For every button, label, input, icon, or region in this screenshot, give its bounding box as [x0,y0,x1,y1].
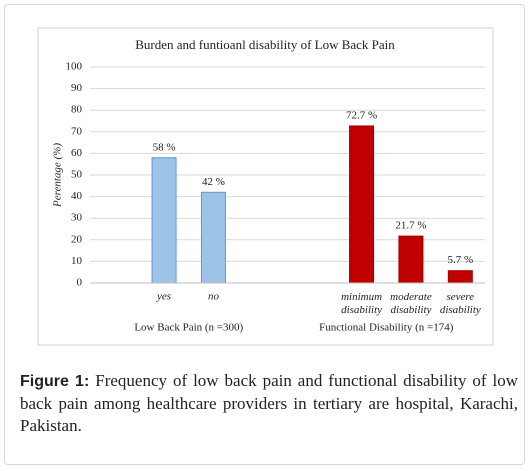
bar [151,157,177,284]
y-tick-label: 90 [71,82,83,94]
value-label: 42 % [202,176,225,188]
value-label: 72.7 % [346,109,377,121]
y-tick-label: 60 [71,147,83,159]
x-tick-label: severe disability [440,291,481,316]
y-axis-label: Perentage (%) [52,143,64,208]
group-label: Low Back Pain (n =300) [134,322,243,334]
y-tick-label: 100 [66,61,83,73]
value-label: 58 % [153,141,176,153]
chart-border [37,27,494,346]
caption-text: Frequency of low back pain and functiona… [20,371,519,435]
bar [200,191,226,284]
x-tick-label: minimum disability [341,291,382,316]
y-tick-label: 50 [71,169,83,181]
bar [349,125,375,284]
x-tick-label: moderate disability [390,291,432,316]
y-tick-label: 30 [71,212,83,224]
bar [447,270,473,284]
y-tick-label: 20 [71,233,83,245]
value-label: 5.7 % [447,254,473,266]
y-tick-label: 0 [77,277,83,289]
chart: Burden and funtioanl disability of Low B… [37,27,494,346]
value-label: 21.7 % [395,220,426,232]
figure-frame [4,4,525,465]
group-label: Functional Disability (n =174) [319,322,454,334]
bar [398,235,424,284]
y-tick-label: 40 [71,190,83,202]
y-tick-label: 10 [71,255,83,267]
y-tick-label: 80 [71,104,83,116]
y-tick-label: 70 [71,125,83,137]
x-tick-label: yes [156,291,171,303]
caption-label: Figure 1: [20,373,90,390]
caption: Figure 1: Frequency of low back pain and… [20,370,518,437]
chart-title: Burden and funtioanl disability of Low B… [135,37,395,52]
x-tick-label: no [208,291,220,303]
